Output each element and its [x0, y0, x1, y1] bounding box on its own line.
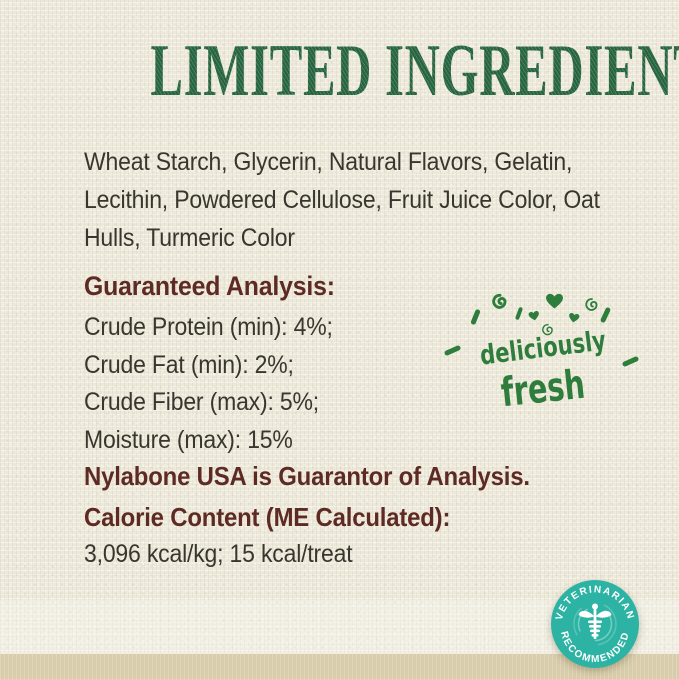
guaranteed-analysis-heading: Guaranteed Analysis: — [84, 271, 335, 301]
swirl-icon — [585, 298, 598, 311]
calorie-content-heading: Calorie Content (ME Calculated): — [84, 502, 451, 532]
page-title-text: LIMITED INGREDIENTS — [150, 34, 679, 108]
analysis-row: Crude Fiber (max): 5%; — [84, 388, 319, 416]
dash-accent-icon — [443, 344, 462, 357]
fresh-stamp-line2: fresh — [498, 361, 588, 417]
dash-accent-icon — [470, 308, 481, 326]
deliciously-fresh-stamp: deliciously fresh — [443, 285, 643, 435]
ingredients-list: Wheat Starch, Glycerin, Natural Flavors,… — [84, 143, 600, 257]
dash-accent-icon — [514, 306, 524, 321]
veterinarian-recommended-badge: VETERINARIAN RECOMMENDED — [551, 580, 639, 668]
swirl-icon — [492, 293, 507, 309]
ripple-ring — [573, 602, 617, 646]
heart-icon — [546, 293, 563, 309]
ingredients-line: Lecithin, Powdered Cellulose, Fruit Juic… — [84, 186, 600, 214]
ingredients-line: Hulls, Turmeric Color — [84, 224, 295, 252]
heart-icon — [528, 311, 539, 321]
swirl-icon — [542, 323, 553, 336]
ingredients-line: Wheat Starch, Glycerin, Natural Flavors,… — [84, 148, 573, 176]
guaranteed-analysis-rows: Crude Protein (min): 4%; Crude Fat (min)… — [84, 309, 333, 459]
package-fold-band — [0, 654, 679, 679]
analysis-row: Crude Fat (min): 2%; — [84, 350, 294, 379]
dash-accent-icon — [621, 355, 640, 368]
calorie-content-value: 3,096 kcal/kg; 15 kcal/treat — [84, 540, 353, 568]
ripple-ring — [577, 606, 613, 642]
page-title: LIMITED INGREDIENTS — [0, 34, 679, 108]
heart-icon — [569, 313, 580, 323]
guarantor-statement: Nylabone USA is Guarantor of Analysis. — [84, 461, 530, 491]
caduceus-icon — [578, 603, 612, 639]
analysis-row: Crude Protein (min): 4%; — [84, 313, 333, 341]
analysis-row: Moisture (max): 15% — [84, 425, 293, 454]
